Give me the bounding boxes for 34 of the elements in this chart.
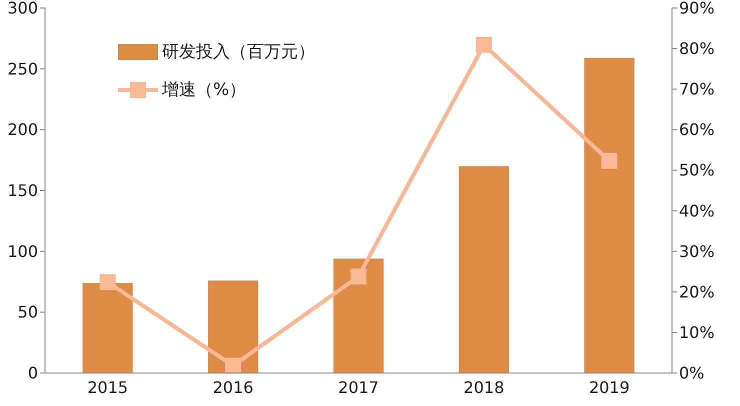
point — [601, 152, 618, 169]
y-tick-label: 0 — [28, 364, 38, 382]
y-tick-label: 300 — [7, 0, 38, 18]
y2-tick-label: 40% — [679, 201, 715, 220]
y-tick-label: 200 — [7, 120, 38, 140]
y2-tick-label: 60% — [679, 120, 715, 140]
point — [100, 274, 116, 290]
legend-label: 增速（%） — [161, 80, 246, 100]
y-tick-label: 250 — [7, 59, 38, 78]
y2-tick-label: 90% — [679, 0, 715, 18]
y2-tick-label: 70% — [679, 80, 715, 99]
y-tick-label: 50 — [18, 302, 38, 322]
bar — [458, 166, 509, 373]
y2-tick-label: 20% — [679, 282, 715, 302]
bar — [584, 58, 634, 373]
y2-tick-label: 0% — [679, 364, 704, 382]
legend-label: 研发投入（百万元） — [162, 42, 315, 62]
bar — [208, 280, 258, 373]
x-tick-label: 2015 — [87, 378, 128, 397]
x-tick-label: 2019 — [588, 378, 630, 397]
point — [476, 36, 492, 53]
y2-tick-label: 50% — [679, 160, 715, 180]
x-tick-label: 2017 — [338, 378, 379, 397]
point — [225, 358, 242, 374]
x-tick-label: 2016 — [212, 378, 254, 397]
y2-tick-label: 30% — [679, 242, 715, 261]
bar — [82, 282, 133, 373]
y2-tick-label: 10% — [679, 322, 715, 342]
bar — [333, 258, 384, 373]
y2-tick-label: 80% — [679, 39, 715, 58]
y-tick-label: 100 — [7, 242, 38, 261]
y-tick-label: 150 — [7, 181, 38, 200]
point — [350, 268, 366, 284]
x-tick-label: 2018 — [464, 378, 504, 397]
